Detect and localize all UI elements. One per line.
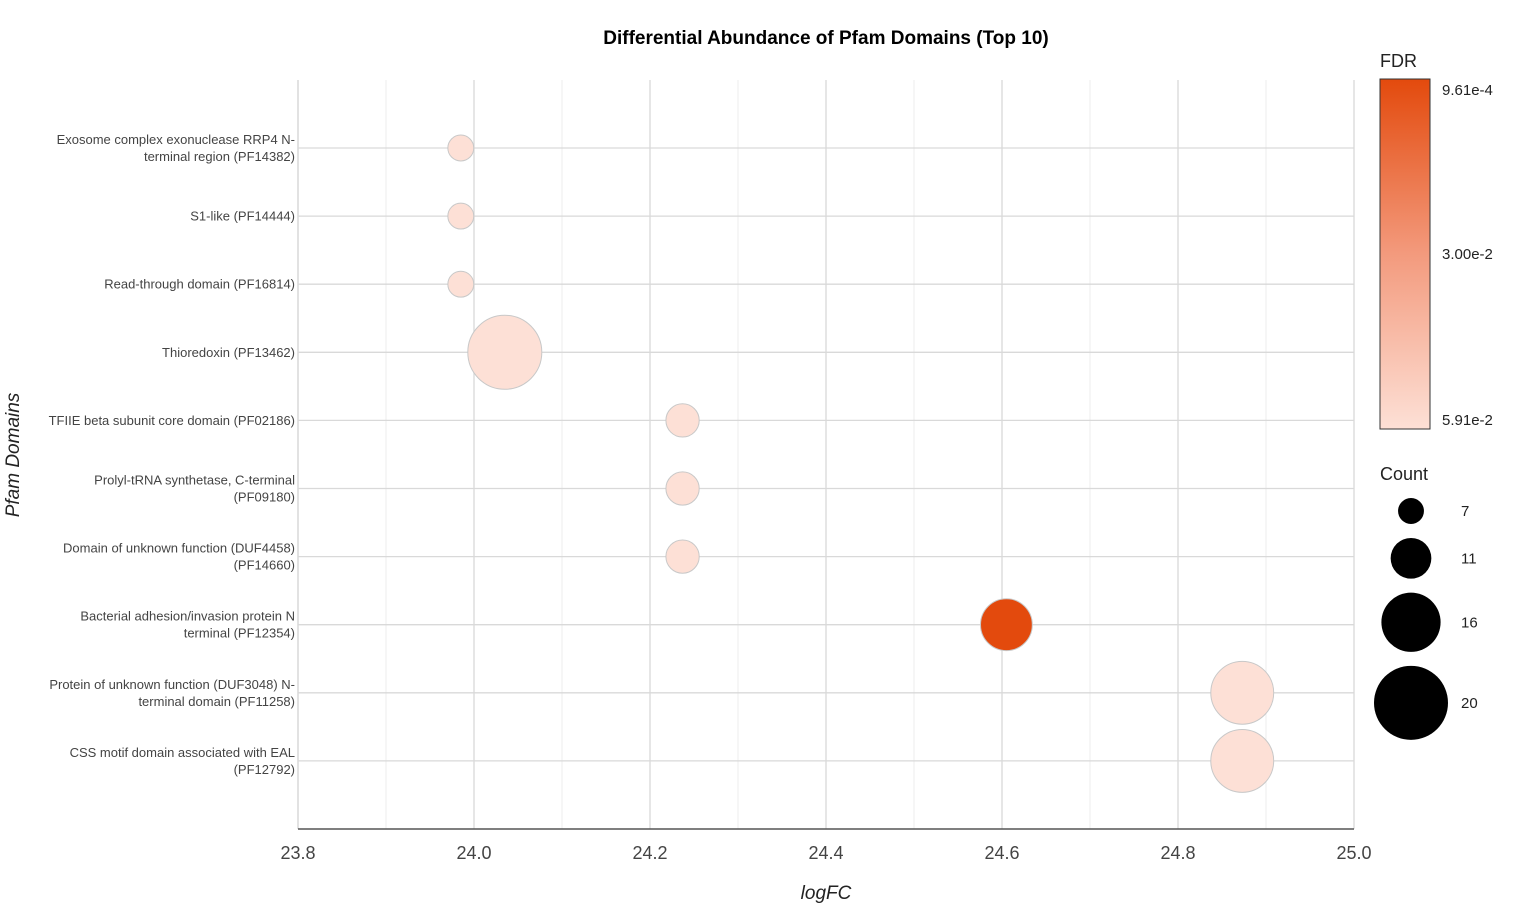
fdr-legend-label: 3.00e-2 [1442,246,1493,263]
y-tick-label-line: Domain of unknown function (DUF4458) [63,541,295,556]
y-tick-label-line: (PF12792) [234,762,295,777]
data-point-marker[interactable] [447,270,475,298]
x-tick-label: 23.8 [280,843,315,863]
y-tick-label-line: Bacterial adhesion/invasion protein N [80,609,295,624]
count-legend-label: 11 [1461,550,1477,567]
count-legend-label: 20 [1461,695,1478,712]
y-tick-label: Domain of unknown function (DUF4458) (PF1… [63,541,295,573]
data-point-marker[interactable] [1210,728,1275,793]
fdr-colorbar [1379,78,1431,430]
x-tick-label: 24.8 [1160,843,1195,863]
y-tick-label-line: Read-through domain (PF16814) [104,277,295,292]
y-tick-label-line: terminal region (PF14382) [144,149,295,164]
y-tick-label: Prolyl-tRNA synthetase, C-terminal (PF091… [94,473,295,505]
count-legend-circle [1398,498,1424,524]
y-tick-label: Protein of unknown function (DUF3048) N-… [49,677,295,709]
y-tick-label-line: S1-like (PF14444) [190,209,295,224]
data-point-marker[interactable] [665,471,700,506]
x-axis-title: logFC [801,883,852,904]
data-point-marker[interactable] [467,314,543,390]
count-legend-label: 7 [1461,503,1469,520]
count-legend-circle [1374,665,1448,740]
y-tick-label: CSS motif domain associated with EAL (PF1… [70,745,295,777]
count-legend-circle [1390,537,1432,579]
data-point-marker[interactable] [447,202,475,230]
y-tick-label-line: Protein of unknown function (DUF3048) N- [49,677,295,692]
y-tick-label-line: (PF09180) [234,490,295,505]
fdr-color-legend: FDR 9.61e-4 3.00e-2 5.91e-2 [1379,51,1493,430]
data-point-marker[interactable] [980,598,1033,652]
y-tick-label-line: (PF14660) [234,558,295,573]
y-tick-label-line: Prolyl-tRNA synthetase, C-terminal [94,473,295,488]
data-points [447,134,1275,793]
y-tick-label: Exosome complex exonuclease RRP4 N-termi… [57,132,295,164]
grid-lines [297,80,1355,829]
y-tick-label: Read-through domain (PF16814) [104,277,295,292]
y-tick-label-line: Exosome complex exonuclease RRP4 N- [57,132,295,147]
y-tick-label-line: TFIIE beta subunit core domain (PF02186) [49,413,295,428]
fdr-legend-label: 9.61e-4 [1442,82,1493,99]
count-legend-title: Count [1380,464,1428,484]
x-tick-label: 24.0 [456,843,491,863]
count-legend-label: 16 [1461,614,1478,631]
x-tick-label: 24.4 [808,843,843,863]
y-tick-label: S1-like (PF14444) [190,209,295,224]
chart-title: Differential Abundance of Pfam Domains (… [603,28,1049,49]
y-tick-label-line: terminal (PF12354) [184,626,295,641]
axis-labels: 23.8 24.0 24.2 24.4 24.6 24.8 25.0 Exosome comp… [49,132,1372,863]
y-tick-label: Thioredoxin (PF13462) [162,345,295,360]
y-tick-label: TFIIE beta subunit core domain (PF02186) [49,413,295,428]
count-legend-circle [1381,592,1441,652]
y-tick-label: Bacterial adhesion/invasion protein N ter… [80,609,295,641]
x-tick-label: 24.2 [632,843,667,863]
fdr-legend-label: 5.91e-2 [1442,412,1493,429]
data-point-marker[interactable] [665,539,700,574]
y-axis-title: Pfam Domains [3,392,24,517]
count-size-legend: Count 7 11 16 20 [1374,464,1478,740]
y-tick-label-line: Thioredoxin (PF13462) [162,345,295,360]
fdr-legend-title: FDR [1380,51,1417,71]
x-tick-label: 24.6 [984,843,1019,863]
y-tick-label-line: terminal domain (PF11258) [138,694,295,709]
data-point-marker[interactable] [1210,660,1275,725]
x-tick-label: 25.0 [1336,843,1371,863]
data-point-marker[interactable] [447,134,475,162]
y-tick-label-line: CSS motif domain associated with EAL [70,745,295,760]
data-point-marker[interactable] [665,403,700,438]
